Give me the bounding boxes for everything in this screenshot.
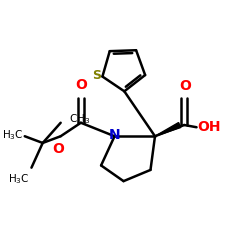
Text: S: S bbox=[92, 69, 101, 82]
Text: N: N bbox=[109, 128, 120, 142]
Text: O: O bbox=[52, 142, 64, 156]
Text: H$_3$C: H$_3$C bbox=[8, 172, 29, 186]
Text: O: O bbox=[75, 78, 87, 92]
Text: OH: OH bbox=[198, 120, 221, 134]
Text: O: O bbox=[179, 79, 191, 93]
Text: CH$_3$: CH$_3$ bbox=[68, 112, 90, 126]
Text: H$_3$C: H$_3$C bbox=[2, 128, 24, 142]
Polygon shape bbox=[155, 122, 181, 136]
